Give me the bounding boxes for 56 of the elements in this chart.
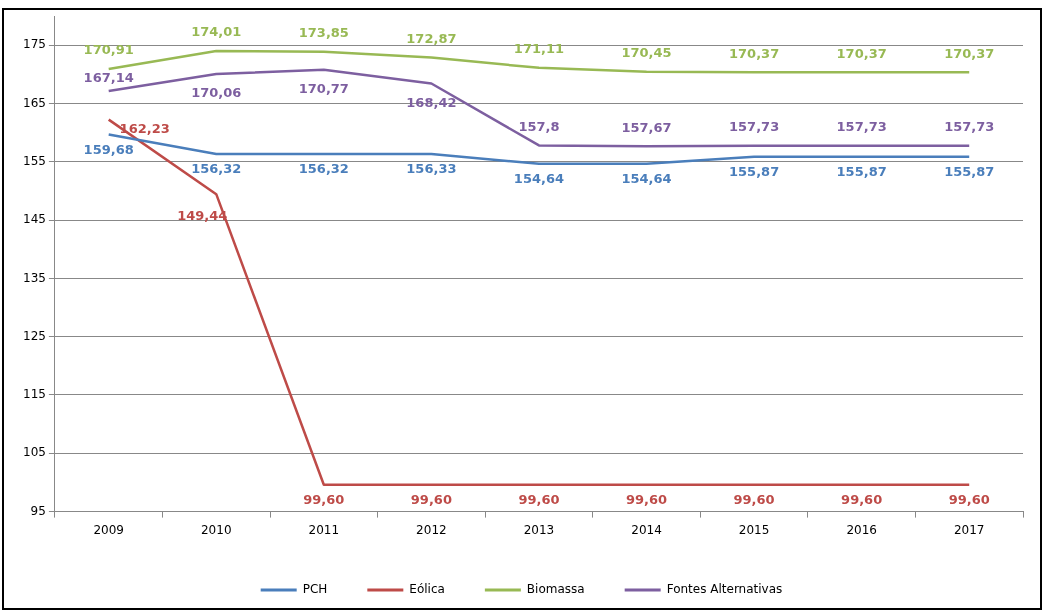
y-tick-label: 165 xyxy=(23,95,46,110)
y-tick-label: 145 xyxy=(23,212,46,227)
data-label: 162,23 xyxy=(119,120,170,136)
data-label: 172,87 xyxy=(406,30,457,46)
x-tick-label: 2014 xyxy=(631,522,662,537)
data-label: 154,64 xyxy=(621,171,672,187)
data-label: 171,11 xyxy=(513,41,565,57)
x-tick-label: 2017 xyxy=(953,522,985,537)
data-label: 157,67 xyxy=(621,119,672,135)
data-label: 155,87 xyxy=(836,164,887,180)
legend-label: Fontes Alternativas xyxy=(666,582,783,597)
data-label: 157,73 xyxy=(944,119,995,135)
x-tick-label: 2010 xyxy=(200,522,232,537)
data-label: 170,91 xyxy=(83,42,134,58)
data-label: 159,68 xyxy=(83,141,134,157)
x-tick-label: 2009 xyxy=(93,522,124,537)
y-tick-label: 105 xyxy=(23,445,46,460)
data-label: 99,60 xyxy=(948,492,990,508)
y-tick-label: 175 xyxy=(23,37,46,52)
x-tick-label: 2015 xyxy=(738,522,770,537)
y-tick-label: 125 xyxy=(23,328,46,343)
x-tick-label: 2011 xyxy=(308,522,340,537)
x-tick-label: 2016 xyxy=(846,522,877,537)
data-label: 170,77 xyxy=(298,81,349,97)
data-label: 156,33 xyxy=(406,161,457,177)
data-label: 170,37 xyxy=(944,45,995,61)
legend-label: PCH xyxy=(302,582,328,597)
x-tick-label: 2012 xyxy=(416,522,447,537)
data-label: 99,60 xyxy=(625,492,668,508)
data-label: 99,60 xyxy=(518,492,560,508)
x-tick-label: 2013 xyxy=(523,522,555,537)
y-tick-label: 155 xyxy=(23,153,46,168)
legend-label: Eólica xyxy=(409,582,445,597)
data-label: 170,37 xyxy=(729,45,780,61)
data-label: 99,60 xyxy=(733,492,775,508)
data-label: 155,87 xyxy=(944,164,995,180)
data-label: 157,73 xyxy=(729,119,780,135)
data-label: 154,64 xyxy=(513,171,565,187)
data-label: 170,45 xyxy=(621,45,672,61)
legend-label: Biomassa xyxy=(526,582,585,597)
y-tick-label: 115 xyxy=(23,387,46,402)
data-label: 99,60 xyxy=(841,492,883,508)
data-label: 157,8 xyxy=(518,118,560,134)
y-tick-label: 95 xyxy=(30,503,46,518)
data-label: 170,06 xyxy=(191,85,242,101)
y-tick-label: 135 xyxy=(23,270,46,285)
data-label: 156,32 xyxy=(298,161,349,177)
data-label: 173,85 xyxy=(298,25,349,41)
data-label: 174,01 xyxy=(191,24,242,40)
data-label: 99,60 xyxy=(303,492,345,508)
data-label: 157,73 xyxy=(836,119,887,135)
data-label: 156,32 xyxy=(191,161,242,177)
data-label: 99,60 xyxy=(410,492,452,508)
data-label: 167,14 xyxy=(83,70,134,86)
data-label: 170,37 xyxy=(836,45,887,61)
data-label: 155,87 xyxy=(729,164,780,180)
